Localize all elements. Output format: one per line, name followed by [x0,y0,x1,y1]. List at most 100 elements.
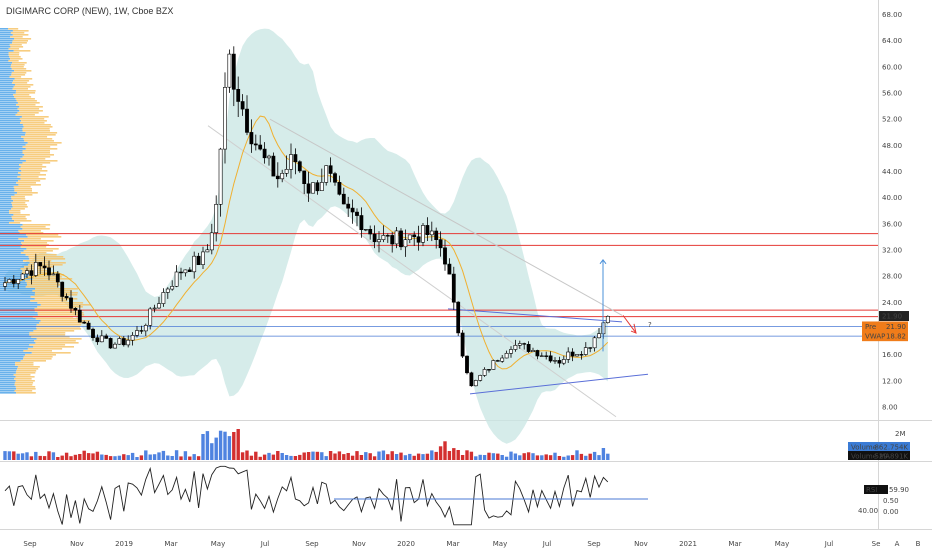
volume-profile-row [0,178,21,180]
volume-profile-row [12,82,28,84]
volume-bar [548,455,553,460]
candle-body [42,265,47,269]
rsi-axis-label: 0.50 [883,497,899,505]
candle-body [231,53,236,90]
volume-bar [161,450,166,460]
volume-profile-row [15,372,36,374]
volume-profile-row [15,376,35,378]
volume-bar [126,455,130,460]
candle-body [170,285,175,290]
candle-body [553,360,557,362]
candle-body [69,297,73,309]
volume-legend-label: Volume MA [851,453,890,461]
volume-profile-row [12,62,27,64]
volume-profile-row [29,262,66,264]
volume-bar [434,451,438,460]
price-axis-label: 48.00 [882,142,902,150]
volume-profile-row [28,256,64,258]
volume-profile-row [25,286,58,288]
rsi-legend-value: 59.90 [889,486,909,494]
volume-profile-row [15,380,35,382]
volume-bar [258,456,262,460]
volume-profile-row [0,36,11,38]
volume-profile-row [14,96,32,98]
volume-profile-row [0,46,11,48]
volume-profile-row [0,84,15,86]
candle-body [311,182,315,194]
volume-profile-row [21,120,47,122]
candle-body [399,230,403,248]
volume-profile-row [0,124,23,126]
volume-profile-row [0,292,35,294]
price-axis-label: 44.00 [882,168,902,176]
bollinger-band [5,28,608,444]
volume-profile-row [0,270,23,272]
volume-profile-row [37,302,84,304]
volume-profile-row [30,296,69,298]
volume-profile-row [14,378,32,380]
volume-bar [456,450,460,460]
volume-profile-row [0,374,14,376]
volume-axis-label: 2M [895,430,906,438]
volume-bar [100,454,104,460]
candle-body [513,344,518,350]
volume-bar [579,453,584,460]
volume-profile-row [11,64,25,66]
volume-profile-row [16,104,36,106]
volume-bar [135,457,139,460]
candle-body [293,154,298,163]
volume-profile-row [0,300,31,302]
volume-profile-row [0,108,18,110]
volume-profile-row [15,362,34,364]
volume-bar [359,455,364,460]
volume-profile-row [29,332,66,334]
volume-profile-row [14,190,32,192]
volume-profile-row [0,382,15,384]
volume-bar [284,455,289,460]
volume-bar [381,450,386,460]
volume-bar [575,450,579,460]
volume-profile-row [22,152,50,154]
volume-profile-row [20,360,46,362]
volume-profile-row [11,196,25,198]
volume-bar [7,451,12,460]
volume-bar [267,452,271,460]
candle-body [86,322,91,330]
price-axis-label: 56.00 [882,90,902,98]
volume-bar [236,429,240,460]
candle-body [341,193,346,205]
volume-profile-row [16,100,37,102]
candle-body [447,263,452,275]
volume-profile-row [0,114,16,116]
volume-bar [91,453,95,460]
volume-profile-row [0,78,15,80]
volume-profile-row [13,186,31,188]
volume-profile-row [0,190,15,192]
volume-profile-row [23,250,53,252]
volume-profile-row [20,246,47,248]
volume-bar [452,448,456,460]
volume-profile-row [0,258,30,260]
volume-bar [350,455,355,460]
candle-body [526,343,531,352]
volume-profile-row [22,162,51,164]
volume-profile-row [12,34,29,36]
volume-profile-row [20,178,46,180]
candle-body [535,350,540,357]
trendline-long [269,118,623,316]
volume-bar [148,454,152,460]
volume-profile-row [14,78,33,80]
candle-body [73,307,78,311]
volume-bar [346,453,350,460]
volume-profile-row [0,192,17,194]
volume-profile-row [0,230,19,232]
volume-profile-row [10,58,23,60]
volume-profile-row [27,348,63,350]
volume-profile-row [0,272,22,274]
volume-profile-row [0,224,23,226]
volume-profile-row [0,132,26,134]
volume-bar [355,451,359,460]
volume-legend-value: 529.891K [874,453,908,461]
volume-profile-row [0,92,16,94]
